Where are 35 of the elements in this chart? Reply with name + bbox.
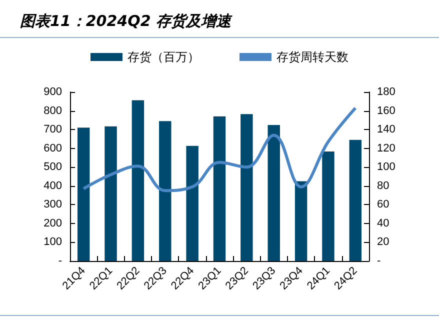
bar xyxy=(322,152,334,261)
y-tick-label: 400 xyxy=(44,180,62,192)
y-tick-label: 300 xyxy=(44,198,62,211)
legend-label: 存货周转天数 xyxy=(276,50,348,64)
y2-tick-label: - xyxy=(377,255,381,267)
bar xyxy=(349,140,362,261)
y-tick-label: - xyxy=(58,255,62,267)
y-tick-label: 500 xyxy=(44,161,62,174)
y2-tick-label: 160 xyxy=(377,104,396,117)
bar xyxy=(186,146,198,261)
y2-tick-label: 140 xyxy=(377,124,396,136)
y-tick-label: 600 xyxy=(44,142,62,154)
y2-tick-label: 180 xyxy=(377,86,396,98)
y-tick-label: 100 xyxy=(44,236,62,248)
line-series xyxy=(82,106,357,192)
y-tick-label: 200 xyxy=(44,217,62,230)
legend-label: 存货（百万） xyxy=(128,50,200,64)
bar xyxy=(294,181,308,261)
bar xyxy=(132,100,144,261)
y2-tick-label: 80 xyxy=(377,180,390,192)
y2-tick-label: 20 xyxy=(377,236,390,248)
y-tick-label: 700 xyxy=(44,124,62,136)
bar xyxy=(159,121,172,261)
y2-tick-label: 100 xyxy=(377,161,396,174)
bar xyxy=(213,116,226,261)
y-tick-label: 800 xyxy=(44,104,62,117)
y2-tick-label: 120 xyxy=(377,142,396,154)
y2-tick-label: 60 xyxy=(377,198,390,211)
chart-title: 图表11：2024Q2 存货及增速 xyxy=(20,12,232,31)
bar xyxy=(268,125,280,261)
bar xyxy=(104,126,117,261)
y-tick-label: 900 xyxy=(44,86,62,98)
bar xyxy=(240,114,253,261)
bar xyxy=(77,128,90,261)
y2-tick-label: 40 xyxy=(377,217,390,230)
